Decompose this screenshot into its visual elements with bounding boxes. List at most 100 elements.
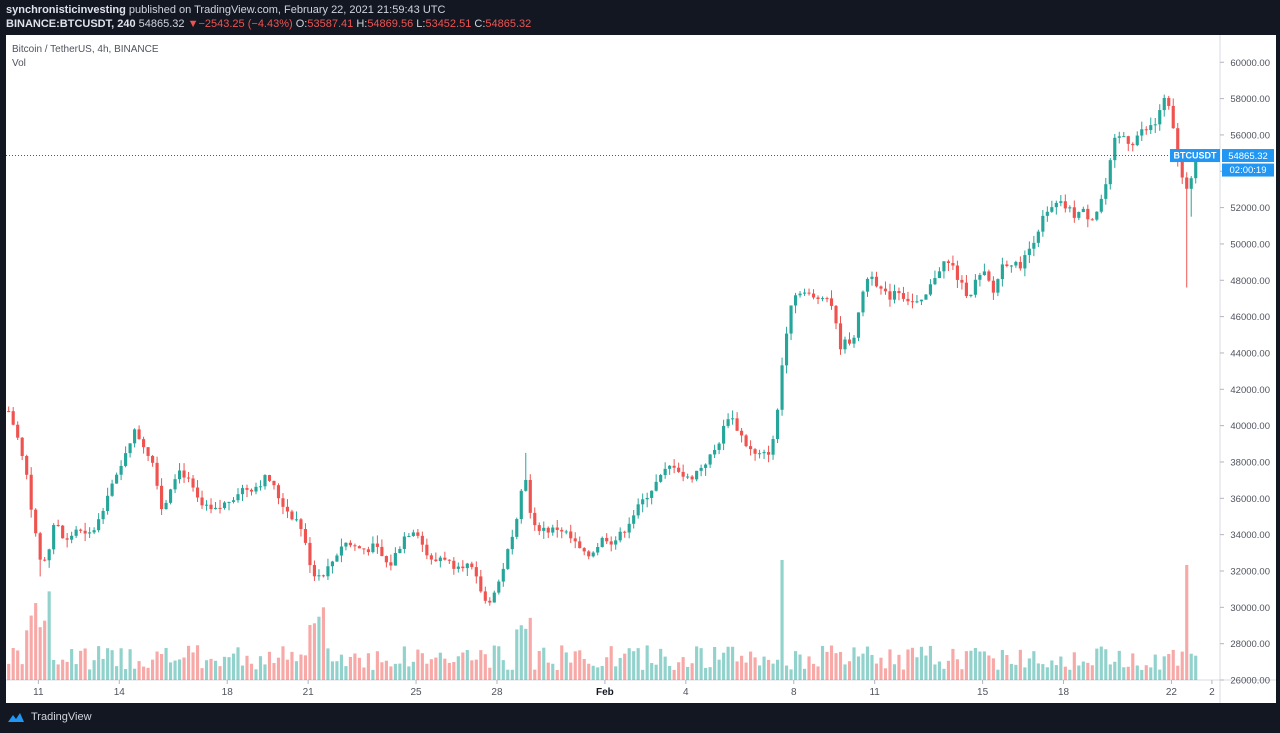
candle-body	[483, 591, 487, 601]
volume-bar	[892, 664, 897, 680]
candle-body	[802, 292, 807, 294]
x-tick-label: 4	[683, 687, 689, 698]
candle-body	[321, 575, 326, 577]
volume-bar	[43, 620, 47, 680]
volume-bar	[474, 659, 478, 680]
volume-bar	[1140, 669, 1144, 680]
close-label: C:	[474, 18, 486, 30]
candle-body	[115, 474, 119, 484]
y-tick-label: 40000.00	[1230, 421, 1270, 432]
volume-bar	[946, 660, 950, 680]
candle-body	[177, 470, 182, 480]
volume-bar	[330, 661, 335, 680]
candle-body	[1072, 207, 1076, 218]
candle-body	[1162, 97, 1166, 111]
candle-body	[83, 530, 87, 534]
candle-body	[829, 298, 834, 306]
candle-body	[119, 465, 123, 475]
countdown-label: 02:00:19	[1230, 165, 1267, 176]
candle-body	[933, 278, 937, 285]
candle-body	[38, 533, 42, 560]
volume-bar	[771, 663, 775, 680]
candle-body	[1005, 264, 1009, 267]
candle-body	[1077, 212, 1081, 218]
candle-body	[16, 424, 20, 438]
volume-bar	[52, 659, 56, 680]
candle-body	[142, 439, 146, 448]
volume-bar	[825, 651, 829, 680]
candle-body	[97, 519, 101, 531]
candle-body	[942, 261, 946, 272]
candle-body	[1113, 137, 1117, 161]
volume-bar	[964, 651, 968, 680]
candle-body	[384, 556, 388, 563]
volume-bar	[1072, 652, 1076, 680]
candle-body	[357, 546, 361, 549]
volume-bar	[371, 669, 375, 680]
volume-bar	[1126, 666, 1130, 680]
volume-bar	[177, 659, 182, 680]
y-tick-label: 38000.00	[1230, 457, 1270, 468]
candle-body	[1041, 215, 1045, 232]
candle-body	[29, 474, 33, 510]
volume-bar	[461, 652, 465, 680]
volume-bar	[560, 645, 564, 680]
footer-bar: TradingView	[0, 703, 1280, 733]
volume-bar	[978, 651, 982, 680]
volume-bar	[227, 657, 231, 680]
volume-bar	[686, 666, 690, 680]
volume-bar	[672, 669, 676, 680]
candle-body	[560, 529, 564, 532]
volume-bar	[88, 669, 92, 680]
volume-bar	[618, 657, 622, 680]
chart-plot-area[interactable]	[6, 35, 1276, 703]
volume-bar	[1045, 667, 1049, 680]
last-price: 54865.32	[138, 18, 185, 30]
volume-bar	[735, 661, 739, 680]
candle-body	[1090, 219, 1094, 221]
candle-body	[780, 365, 784, 410]
candle-body	[1167, 97, 1171, 106]
volume-bar	[83, 648, 87, 680]
x-tick-label: 2	[1209, 687, 1215, 698]
tradingview-logo[interactable]: TradingView	[6, 711, 92, 723]
candle-body	[928, 284, 933, 295]
volume-bar	[56, 664, 60, 680]
volume-bar	[1059, 656, 1063, 680]
price-change: −2543.25 (−4.43%)	[198, 18, 293, 30]
volume-bar	[726, 646, 730, 680]
candle-body	[771, 439, 775, 455]
volume-bar	[182, 657, 186, 680]
author-name[interactable]: synchronisticinvesting	[6, 4, 126, 16]
candle-body	[267, 475, 272, 481]
candle-body	[263, 475, 267, 487]
volume-bar	[555, 669, 559, 680]
volume-bar	[191, 652, 195, 680]
candle-body	[533, 512, 537, 526]
volume-bar	[1189, 653, 1193, 680]
volume-bar	[591, 665, 595, 680]
volume-bar	[272, 663, 276, 680]
candle-body	[497, 581, 501, 593]
volume-bar	[492, 645, 496, 680]
volume-bar	[380, 662, 384, 680]
volume-bar	[398, 663, 402, 680]
volume-bar	[357, 657, 361, 680]
candle-body	[47, 549, 51, 561]
volume-bar	[231, 653, 236, 680]
volume-bar	[1158, 669, 1162, 680]
volume-bar	[128, 649, 132, 680]
volume-bar	[627, 648, 631, 680]
candle-body	[240, 488, 245, 495]
candle-body	[1014, 261, 1018, 266]
y-tick-label: 60000.00	[1230, 58, 1270, 69]
volume-bar	[681, 657, 685, 680]
volume-bar	[915, 657, 919, 680]
candle-body	[641, 499, 645, 505]
volume-bar	[276, 657, 281, 680]
candle-body	[25, 455, 29, 475]
y-tick-label: 50000.00	[1230, 239, 1270, 250]
candle-body	[339, 546, 343, 556]
tradingview-cloud-icon	[8, 713, 24, 722]
